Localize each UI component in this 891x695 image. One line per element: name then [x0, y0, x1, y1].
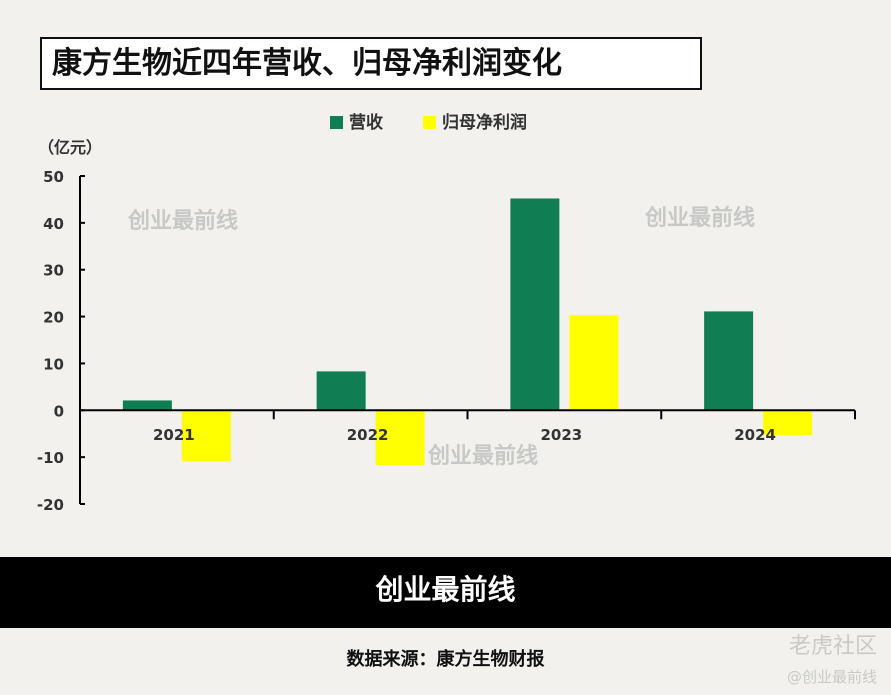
y-tick-label: 10 — [43, 355, 64, 373]
bar-2021-revenue — [122, 400, 172, 411]
x-tick-label: 2024 — [734, 426, 776, 444]
y-tick-label: 0 — [54, 402, 64, 420]
y-tick-label: 40 — [43, 215, 64, 233]
brand-band: 创业最前线 — [0, 557, 891, 628]
bar-2023-profit — [569, 315, 619, 411]
legend-label: 归母净利润 — [442, 113, 527, 133]
y-tick-label: 30 — [43, 262, 64, 280]
x-tick-label: 2022 — [347, 426, 389, 444]
brand-logo: 创业最前线 — [375, 573, 516, 606]
y-tick-label: 20 — [43, 309, 64, 327]
bar-2023-revenue — [510, 198, 560, 411]
bar-chart: -20 -10 0 10 20 30 40 50 2021 2022 2023 2024 — [37, 168, 856, 514]
bar-2024-profit — [763, 410, 813, 436]
data-source: 数据来源：康方生物财报 — [346, 649, 545, 670]
bar-2024-revenue — [704, 311, 754, 411]
legend-swatch — [423, 116, 436, 129]
watermark: 创业最前线 — [645, 206, 756, 231]
x-tick-label: 2021 — [153, 426, 195, 444]
legend-label: 营收 — [349, 113, 383, 133]
y-tick-label: 50 — [43, 168, 64, 186]
legend: 营收 归母净利润 — [330, 108, 527, 133]
watermark: 创业最前线 — [428, 444, 539, 469]
x-tick-label: 2023 — [541, 426, 583, 444]
corner-handle: @创业最前线 — [786, 668, 877, 686]
y-axis-unit: （亿元） — [38, 138, 103, 157]
legend-item-profit: 归母净利润 — [423, 108, 527, 133]
bar-2022-profit — [375, 410, 425, 466]
bar-2022-revenue — [316, 371, 366, 411]
y-tick-label: -20 — [37, 496, 64, 514]
chart-title: 康方生物近四年营收、归母净利润变化 — [40, 37, 702, 90]
legend-swatch — [330, 116, 343, 129]
bar-2021-profit — [181, 410, 231, 462]
watermark: 创业最前线 — [128, 209, 239, 234]
corner-brand: 老虎社区 — [788, 634, 877, 659]
legend-item-revenue: 营收 — [330, 108, 383, 133]
y-tick-label: -10 — [37, 449, 64, 467]
